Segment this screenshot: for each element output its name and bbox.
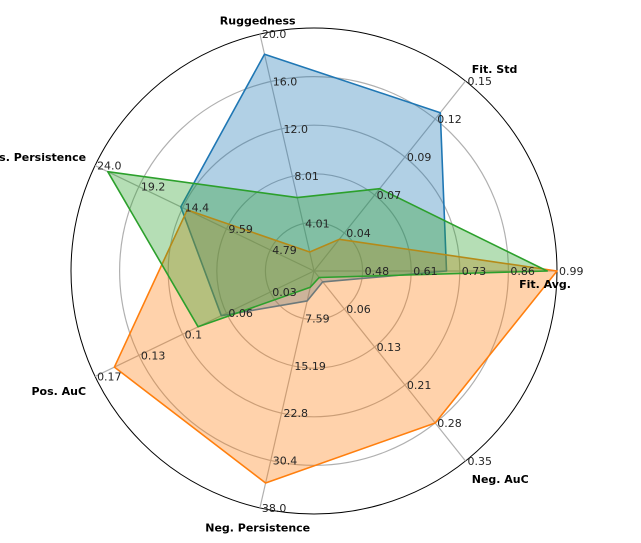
radar-series (107, 53, 558, 484)
radar-labels: 0.48 0.61 0.73 0.86 0.99 0.04 0.07 0.09 0.12 0.15… (0, 14, 584, 534)
tick-label: 0.12 (437, 113, 462, 126)
axis-title-neg-auc: Neg. AuC (472, 473, 529, 486)
tick-label: 8.01 (294, 170, 319, 183)
axis-title-fit-std: Fit. Std (472, 63, 518, 76)
tick-label: 0.86 (510, 265, 535, 278)
tick-label: 19.2 (141, 181, 166, 194)
tick-label: 0.13 (141, 349, 166, 362)
tick-label: 0.48 (365, 265, 390, 278)
tick-label: 0.28 (437, 417, 462, 430)
tick-label: 12.0 (284, 123, 309, 136)
tick-label: 0.07 (377, 189, 402, 202)
tick-label: 4.01 (305, 218, 330, 231)
axis-title-pos-auc: Pos. AuC (31, 385, 86, 398)
tick-label: 0.03 (272, 286, 297, 299)
spoke-neg-persistence (259, 270, 315, 509)
tick-label: 0.73 (462, 265, 487, 278)
spoke-ruggedness (259, 33, 315, 272)
tick-label: 0.06 (228, 307, 253, 320)
axis-title-pos-persistence: Pos. Persistence (0, 151, 86, 164)
series-3-area (107, 170, 549, 328)
tick-label: 16.0 (273, 75, 298, 88)
spoke-pos-persistence (94, 165, 315, 272)
tick-label: 0.09 (407, 151, 432, 164)
tick-label: 38.0 (262, 502, 287, 515)
tick-label: 0.06 (346, 303, 371, 316)
tick-label: 0.35 (468, 455, 493, 468)
tick-label: 0.1 (185, 328, 203, 341)
tick-label: 0.61 (413, 265, 438, 278)
tick-label: 15.19 (294, 360, 326, 373)
series-2-area (113, 209, 558, 484)
tick-label: 0.04 (346, 227, 371, 240)
tick-label: 7.59 (305, 312, 330, 325)
axis-title-ruggedness: Ruggedness (220, 14, 296, 27)
tick-label: 22.8 (284, 407, 309, 420)
tick-label: 4.79 (272, 244, 297, 257)
spoke-neg-auc (313, 270, 466, 462)
axis-title-fit-avg: Fit. Avg. (519, 278, 571, 291)
tick-label: 9.59 (228, 223, 253, 236)
tick-label: 20.0 (262, 28, 287, 41)
tick-label: 0.17 (97, 370, 122, 383)
tick-label: 14.4 (185, 202, 210, 215)
tick-label: 24.0 (97, 160, 122, 173)
tick-label: 0.13 (377, 341, 402, 354)
series-1-area (180, 53, 448, 317)
axis-title-neg-persistence: Neg. Persistence (205, 522, 310, 535)
tick-label: 0.21 (407, 379, 432, 392)
tick-label: 0.99 (559, 265, 584, 278)
tick-label: 30.4 (273, 455, 298, 468)
tick-label: 0.15 (468, 75, 493, 88)
